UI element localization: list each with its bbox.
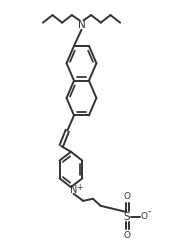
Text: O: O — [140, 212, 147, 221]
Text: N: N — [70, 185, 77, 195]
Text: -: - — [147, 206, 151, 216]
Text: O: O — [124, 192, 131, 201]
Text: +: + — [76, 183, 82, 192]
Text: O: O — [124, 231, 131, 240]
Text: N: N — [78, 20, 85, 30]
Text: S: S — [124, 212, 130, 222]
